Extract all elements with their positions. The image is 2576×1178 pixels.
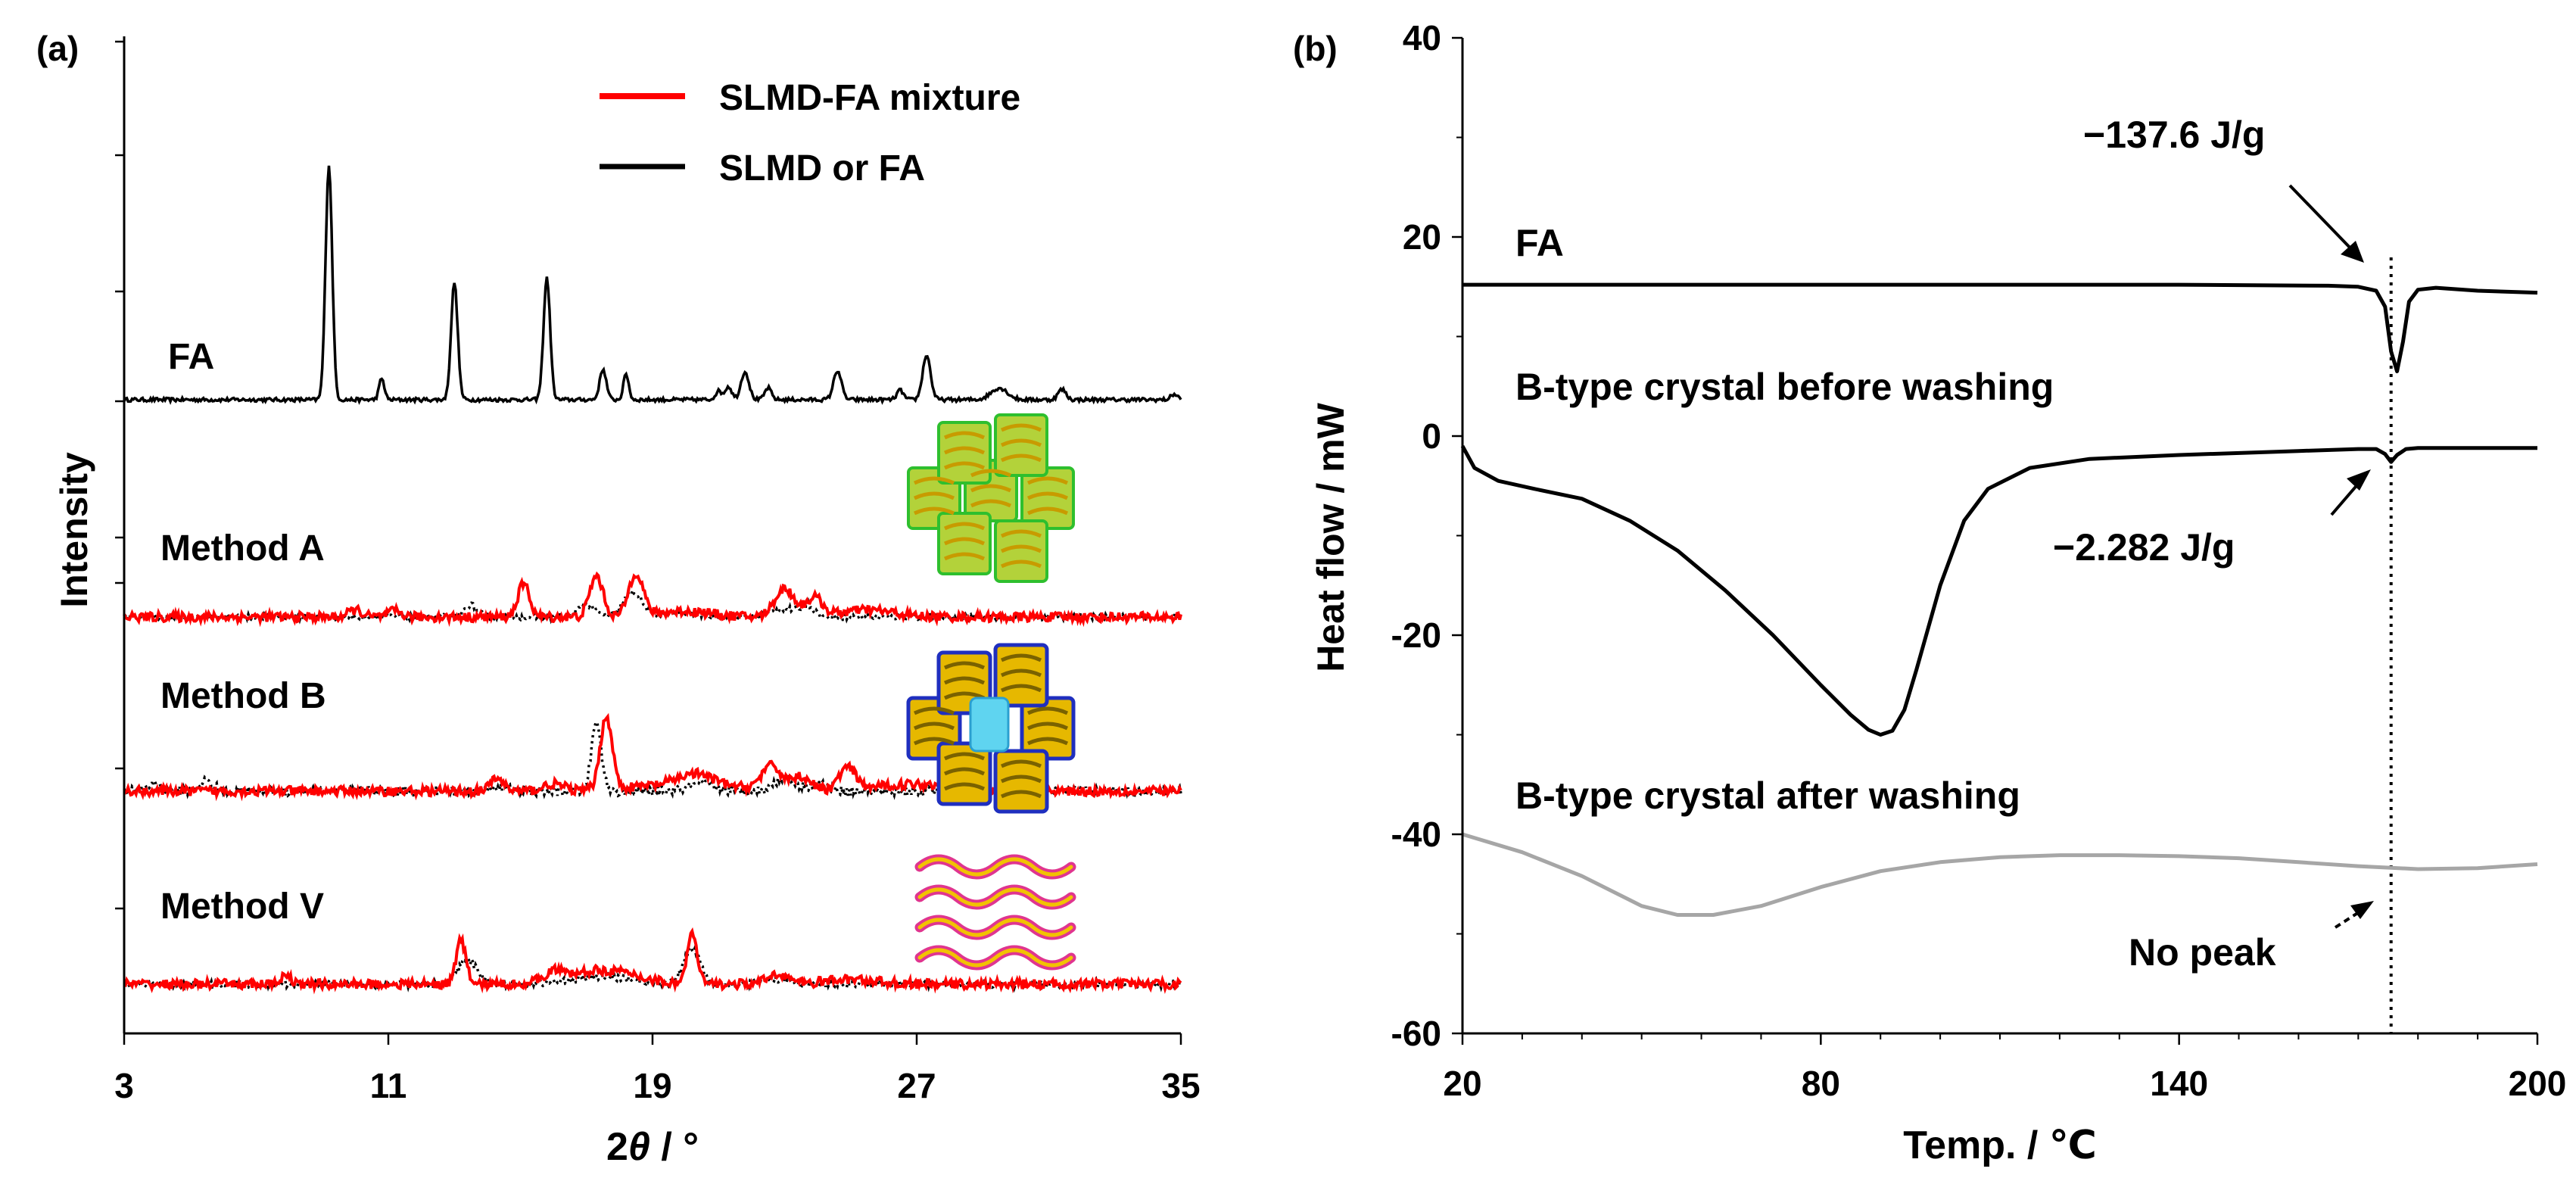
dsc-y-tick-label: -40: [1391, 815, 1441, 854]
xrd-panel: (a) SLMD-FA mixture SLMD or FA FA Method…: [36, 29, 1201, 1169]
dsc-y-tick-label: 0: [1422, 416, 1441, 456]
dsc-y-ticks: -60 -40 -20 0 20 40: [1391, 18, 1462, 1053]
dsc-label-fa: FA: [1515, 222, 1564, 264]
xrd-y-axis-title: Intensity: [53, 452, 95, 608]
xrd-x-axis-title-symbol: θ: [628, 1125, 650, 1169]
legend-label-reference: SLMD or FA: [719, 148, 925, 189]
xrd-x-tick-label: 35: [1161, 1066, 1200, 1105]
dsc-x-tick-label: 200: [2509, 1064, 2567, 1103]
trace-label-method-a: Method A: [160, 528, 325, 569]
dsc-x-tick-label: 80: [1802, 1064, 1840, 1103]
dsc-arrowhead-after: [2350, 901, 2374, 919]
xrd-x-axis-title: 2θ / °: [606, 1125, 699, 1169]
crystal-illustration-method-b: [906, 643, 1076, 814]
crystal-illustration-method-a: [907, 413, 1075, 583]
dsc-annotation-no-peak: No peak: [2129, 931, 2276, 974]
dsc-arrowhead-before: [2347, 469, 2371, 491]
dsc-x-axis-title: Temp. / ℃: [1903, 1123, 2097, 1167]
dsc-y-tick-label: -20: [1391, 615, 1441, 655]
xrd-x-tick-label: 11: [370, 1066, 407, 1105]
dsc-annotation-fa-enthalpy: −137.6 J/g: [2083, 114, 2265, 156]
dsc-arrowhead-fa: [2341, 241, 2364, 263]
trace-label-method-b: Method B: [160, 676, 326, 716]
xrd-x-tick-label: 27: [897, 1066, 936, 1105]
dsc-curve-after-washing: [1462, 832, 2538, 917]
panel-label-a: (a): [36, 29, 79, 68]
dsc-label-after-washing: B-type crystal after washing: [1515, 774, 2020, 817]
dsc-y-axis-title: Heat flow / mW: [1310, 402, 1352, 672]
dsc-x-ticks: 20 80 140 200: [1443, 1033, 2566, 1103]
dsc-panel: (b) FA B-type crystal before washing B-t…: [1293, 18, 2566, 1167]
xrd-trace-method-a-mixture: [123, 571, 1182, 628]
dsc-x-tick-label: 20: [1443, 1064, 1481, 1103]
dsc-curve-fa: [1462, 282, 2538, 373]
xrd-x-axis-title-prefix: 2: [606, 1125, 628, 1169]
trace-label-method-v: Method V: [160, 887, 324, 927]
dsc-y-tick-label: 40: [1403, 18, 1441, 58]
trace-label-fa: FA: [168, 337, 214, 377]
xrd-trace-fa: [123, 165, 1182, 405]
xrd-trace-method-v-mixture: [123, 927, 1182, 995]
dsc-y-tick-label: 20: [1403, 217, 1441, 257]
xrd-y-ticks: [115, 40, 124, 910]
xrd-x-tick-label: 19: [633, 1066, 671, 1105]
dsc-arrow-fa: [2288, 184, 2357, 255]
dsc-annotation-before-enthalpy: −2.282 J/g: [2053, 526, 2235, 569]
xrd-x-axis-title-suffix: / °: [650, 1125, 699, 1169]
xrd-x-tick-label: 3: [114, 1066, 134, 1105]
dsc-label-before-washing: B-type crystal before washing: [1515, 366, 2054, 408]
legend-label-mixture: SLMD-FA mixture: [719, 78, 1020, 118]
xrd-x-ticks: 3 11 19 27 35: [114, 1033, 1201, 1105]
dsc-y-tick-label: -60: [1391, 1014, 1441, 1053]
dsc-curve-before-washing: [1460, 445, 2537, 737]
dsc-x-tick-label: 140: [2150, 1064, 2208, 1103]
panel-label-b: (b): [1293, 29, 1338, 68]
crystal-illustration-method-v: [914, 854, 1076, 971]
